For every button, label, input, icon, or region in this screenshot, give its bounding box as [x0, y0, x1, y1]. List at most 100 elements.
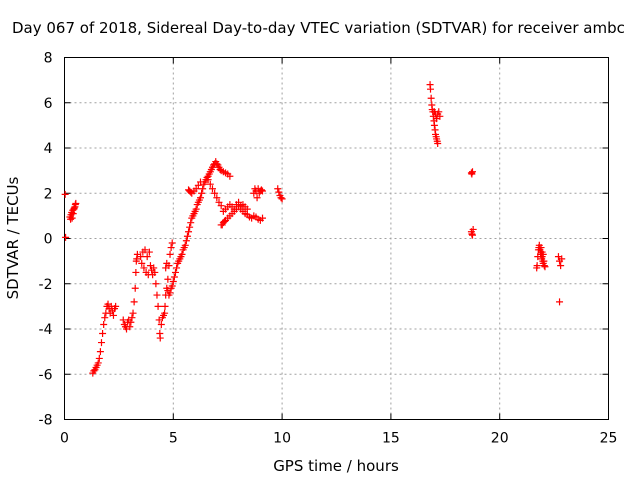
data-point	[557, 262, 565, 270]
data-point	[131, 284, 139, 292]
data-point	[278, 195, 286, 203]
data-point	[156, 334, 164, 342]
data-point	[143, 253, 151, 261]
x-axis-label: GPS time / hours	[273, 457, 399, 475]
y-tick-label: 8	[44, 51, 53, 67]
data-point	[130, 298, 138, 306]
data-point	[197, 194, 204, 202]
data-point	[182, 237, 190, 245]
data-point	[211, 189, 219, 197]
x-tick-label: 20	[491, 431, 509, 447]
data-point	[539, 250, 547, 258]
data-point	[226, 172, 234, 180]
data-point	[145, 248, 153, 256]
chart-title: Day 067 of 2018, Sidereal Day-to-day VTE…	[12, 19, 625, 37]
data-point	[141, 246, 149, 254]
data-point	[199, 185, 207, 193]
data-point	[97, 339, 105, 347]
data-point	[208, 185, 216, 193]
y-tick-label: -4	[39, 322, 53, 338]
data-point	[259, 187, 267, 195]
data-point	[230, 205, 238, 213]
data-point	[434, 139, 442, 147]
data-point	[435, 108, 443, 116]
data-point	[427, 94, 435, 102]
data-point	[469, 225, 477, 233]
data-point	[150, 264, 158, 272]
data-series-sdtvar	[61, 81, 566, 377]
y-tick-label: 2	[44, 186, 53, 202]
data-point	[558, 255, 566, 263]
data-point	[169, 277, 177, 285]
y-tick-label: -2	[39, 277, 53, 293]
data-point	[161, 302, 169, 310]
data-point	[469, 231, 476, 239]
data-point	[257, 186, 265, 194]
data-point	[96, 348, 104, 356]
y-tick-label: 4	[44, 141, 53, 157]
data-point	[427, 85, 435, 93]
x-tick-label: 0	[60, 431, 69, 447]
data-point	[166, 250, 174, 258]
data-point	[62, 233, 70, 241]
data-point	[183, 232, 191, 240]
data-point	[217, 202, 225, 210]
x-tick-label: 15	[382, 431, 400, 447]
data-point	[163, 259, 171, 267]
data-point	[167, 244, 175, 252]
data-point	[541, 263, 549, 271]
data-point	[138, 259, 146, 267]
data-point	[187, 219, 195, 227]
y-tick-label: 6	[44, 96, 53, 112]
data-point	[137, 253, 145, 261]
data-point	[168, 282, 176, 290]
data-point	[197, 178, 204, 186]
data-point	[468, 230, 476, 238]
data-point	[72, 199, 80, 207]
data-point	[126, 323, 134, 331]
data-point	[153, 291, 161, 299]
data-point	[170, 273, 178, 281]
data-point	[171, 268, 179, 276]
data-point	[109, 311, 117, 319]
y-tick-label: -6	[39, 367, 53, 383]
x-tick-label: 5	[169, 431, 178, 447]
data-point	[112, 302, 120, 310]
data-point	[275, 188, 283, 196]
ticks: 0 5 10 15 20 25 -8 -6 -4 -2 0 2 4 6 8	[39, 51, 618, 447]
data-point	[133, 255, 141, 263]
data-point	[537, 244, 545, 252]
data-point	[94, 359, 102, 367]
data-point	[192, 205, 200, 213]
data-point	[274, 185, 282, 193]
data-point	[220, 218, 228, 226]
data-point	[178, 250, 186, 258]
data-point	[100, 320, 108, 328]
data-point	[204, 176, 212, 184]
data-point	[69, 210, 77, 218]
data-point	[168, 239, 176, 247]
data-point	[128, 314, 136, 322]
data-point	[533, 262, 541, 270]
data-point	[132, 268, 140, 276]
data-point	[154, 302, 162, 310]
y-axis-label: SDTVAR / TECUs	[4, 176, 22, 299]
data-point	[129, 309, 137, 317]
data-point	[206, 180, 214, 188]
data-point	[173, 264, 181, 272]
data-point	[186, 223, 194, 231]
data-point	[540, 262, 548, 270]
data-point	[185, 228, 193, 236]
data-point	[430, 121, 438, 129]
data-point	[187, 188, 195, 196]
data-point	[95, 354, 103, 362]
data-point	[436, 112, 444, 120]
data-point	[164, 275, 172, 283]
data-point	[235, 198, 243, 206]
data-point	[101, 314, 109, 322]
data-point	[259, 214, 267, 222]
data-point	[253, 194, 261, 202]
